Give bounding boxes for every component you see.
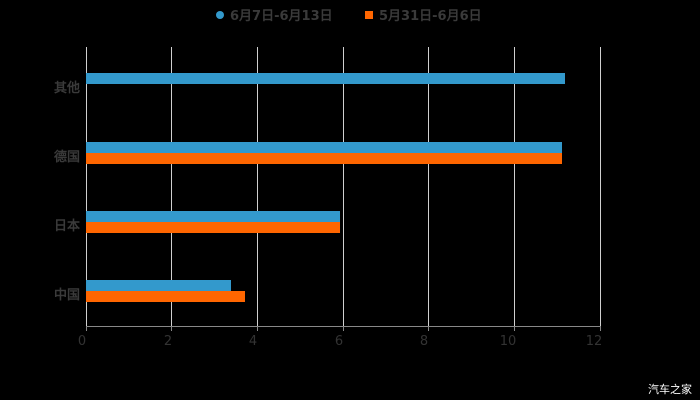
x-tick-label: 0 — [77, 334, 87, 349]
bar-japan-series1[interactable] — [86, 211, 340, 222]
x-tick — [600, 326, 601, 331]
x-tick — [428, 326, 429, 331]
x-tick-label: 4 — [248, 334, 258, 349]
category-label-china: 中国 — [53, 288, 80, 303]
gridline — [600, 47, 601, 327]
gridline — [343, 47, 344, 327]
square-marker-icon — [365, 10, 373, 19]
bar-other-series1[interactable] — [86, 73, 565, 84]
x-tick — [343, 326, 344, 331]
gridline — [514, 47, 515, 327]
x-tick-label: 2 — [163, 334, 173, 349]
circle-marker-icon — [216, 10, 224, 19]
gridline — [428, 47, 429, 327]
gridline — [257, 47, 258, 327]
category-label-japan: 日本 — [53, 219, 80, 234]
legend-item-series2[interactable]: 5月31日-6月6日 — [365, 5, 482, 24]
gridline — [86, 47, 87, 327]
x-tick-label: 12 — [585, 334, 603, 349]
x-tick-label: 6 — [334, 334, 344, 349]
watermark: 汽车之家 — [648, 383, 692, 396]
bar-japan-series2[interactable] — [86, 222, 340, 233]
x-tick-label: 10 — [499, 334, 517, 349]
bar-germany-series2[interactable] — [86, 153, 562, 164]
x-tick-label: 8 — [419, 334, 429, 349]
x-tick — [257, 326, 258, 331]
legend-item-series1[interactable]: 6月7日-6月13日 — [216, 5, 333, 24]
x-tick — [86, 326, 87, 331]
x-tick — [171, 326, 172, 331]
bar-germany-series1[interactable] — [86, 142, 562, 153]
category-label-other: 其他 — [53, 81, 80, 96]
bar-china-series2[interactable] — [86, 291, 245, 302]
category-label-germany: 德国 — [53, 150, 80, 165]
legend-label-series1: 6月7日-6月13日 — [230, 9, 333, 24]
bar-china-series1[interactable] — [86, 280, 231, 291]
chart-legend: 6月7日-6月13日 5月31日-6月6日 — [0, 5, 700, 25]
gridline — [171, 47, 172, 327]
x-tick — [514, 326, 515, 331]
legend-label-series2: 5月31日-6月6日 — [379, 9, 482, 24]
